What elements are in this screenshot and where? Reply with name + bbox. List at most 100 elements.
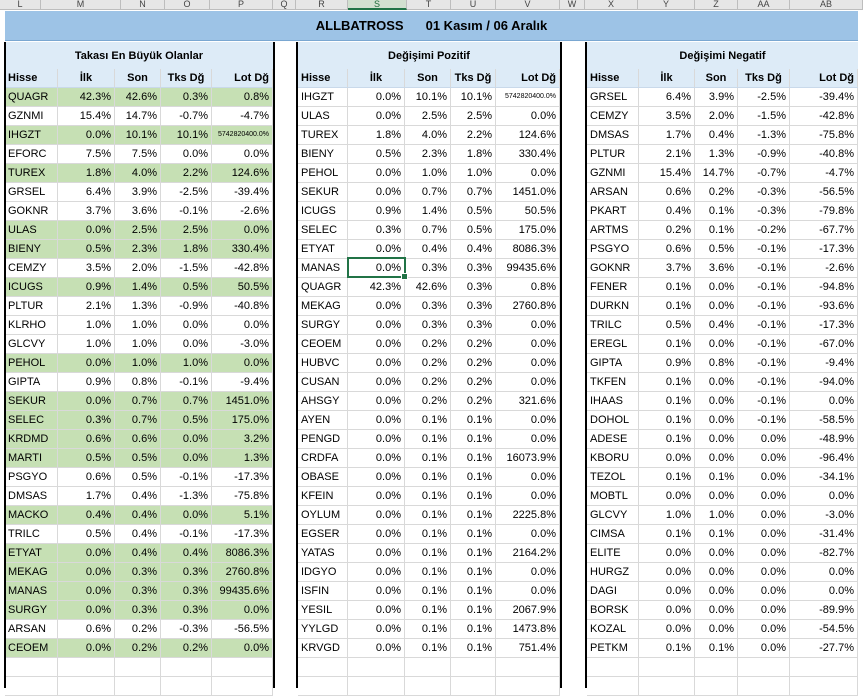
lot-cell[interactable]: -2.6% xyxy=(790,259,858,277)
empty-cell[interactable] xyxy=(298,677,348,695)
ticker-cell[interactable]: YESIL xyxy=(298,601,348,619)
tks-cell[interactable]: 0.4% xyxy=(451,240,496,258)
ticker-cell[interactable]: GOKNR xyxy=(5,202,58,220)
ilk-cell[interactable]: 0.0% xyxy=(58,563,115,581)
ilk-cell[interactable]: 0.0% xyxy=(639,563,695,581)
column-header-v[interactable]: V xyxy=(496,0,560,10)
header-lot[interactable]: Lot Dğ xyxy=(496,69,560,87)
tks-cell[interactable]: 0.7% xyxy=(451,183,496,201)
tks-cell[interactable]: 0.5% xyxy=(161,278,212,296)
lot-cell[interactable]: -93.6% xyxy=(790,297,858,315)
son-cell[interactable]: 0.2% xyxy=(405,373,451,391)
tks-cell[interactable]: 0.3% xyxy=(161,601,212,619)
lot-cell[interactable]: 2225.8% xyxy=(496,506,560,524)
son-cell[interactable]: 0.7% xyxy=(405,183,451,201)
tks-cell[interactable]: -1.3% xyxy=(161,487,212,505)
empty-cell[interactable] xyxy=(5,658,58,676)
ticker-cell[interactable]: EGSER xyxy=(298,525,348,543)
lot-cell[interactable]: -31.4% xyxy=(790,525,858,543)
son-cell[interactable]: 0.2% xyxy=(405,392,451,410)
header-son[interactable]: Son xyxy=(695,69,738,87)
ticker-cell[interactable]: ARSAN xyxy=(5,620,58,638)
lot-cell[interactable]: 751.4% xyxy=(496,639,560,657)
lot-cell[interactable]: 0.0% xyxy=(496,468,560,486)
lot-cell[interactable]: 330.4% xyxy=(212,240,273,258)
tks-cell[interactable]: -0.1% xyxy=(161,468,212,486)
ticker-cell[interactable]: ULAS xyxy=(5,221,58,239)
tks-cell[interactable]: 0.0% xyxy=(738,506,790,524)
ilk-cell[interactable]: 1.8% xyxy=(58,164,115,182)
lot-cell[interactable]: 330.4% xyxy=(496,145,560,163)
tks-cell[interactable]: -0.1% xyxy=(738,278,790,296)
column-header-r[interactable]: R xyxy=(296,0,348,10)
ticker-cell[interactable]: GIPTA xyxy=(5,373,58,391)
ticker-cell[interactable]: SELEC xyxy=(5,411,58,429)
ticker-cell[interactable]: MACKO xyxy=(5,506,58,524)
son-cell[interactable]: 0.3% xyxy=(115,582,161,600)
son-cell[interactable]: 0.0% xyxy=(695,563,738,581)
column-header-s[interactable]: S xyxy=(348,0,407,10)
column-header-m[interactable]: M xyxy=(41,0,121,10)
empty-cell[interactable] xyxy=(115,658,161,676)
empty-cell[interactable] xyxy=(496,658,560,676)
ilk-cell[interactable]: 0.0% xyxy=(348,335,405,353)
lot-cell[interactable]: 1.3% xyxy=(212,449,273,467)
ilk-cell[interactable]: 0.0% xyxy=(348,544,405,562)
ticker-cell[interactable]: KRVGD xyxy=(298,639,348,657)
ticker-cell[interactable]: QUAGR xyxy=(298,278,348,296)
ilk-cell[interactable]: 0.1% xyxy=(639,430,695,448)
empty-cell[interactable] xyxy=(405,677,451,695)
column-header-n[interactable]: N xyxy=(121,0,165,10)
ilk-cell[interactable]: 0.0% xyxy=(348,601,405,619)
empty-cell[interactable] xyxy=(58,677,115,695)
column-header-t[interactable]: T xyxy=(407,0,451,10)
ilk-cell[interactable]: 0.9% xyxy=(639,354,695,372)
tks-cell[interactable]: 0.1% xyxy=(451,411,496,429)
lot-cell[interactable]: -9.4% xyxy=(212,373,273,391)
ticker-cell[interactable]: MANAS xyxy=(5,582,58,600)
son-cell[interactable]: 0.1% xyxy=(405,430,451,448)
son-cell[interactable]: 2.3% xyxy=(405,145,451,163)
son-cell[interactable]: 14.7% xyxy=(695,164,738,182)
empty-cell[interactable] xyxy=(587,658,639,676)
son-cell[interactable]: 0.7% xyxy=(115,411,161,429)
son-cell[interactable]: 42.6% xyxy=(115,88,161,106)
ilk-cell[interactable]: 0.0% xyxy=(58,221,115,239)
ticker-cell[interactable]: ICUGS xyxy=(5,278,58,296)
lot-cell[interactable]: 0.0% xyxy=(496,335,560,353)
tks-cell[interactable]: 1.8% xyxy=(161,240,212,258)
tks-cell[interactable]: 0.3% xyxy=(161,88,212,106)
lot-cell[interactable]: 321.6% xyxy=(496,392,560,410)
lot-cell[interactable]: -39.4% xyxy=(790,88,858,106)
son-cell[interactable]: 14.7% xyxy=(115,107,161,125)
son-cell[interactable]: 0.0% xyxy=(695,278,738,296)
empty-cell[interactable] xyxy=(451,677,496,695)
ticker-cell[interactable]: GZNMI xyxy=(5,107,58,125)
son-cell[interactable]: 0.2% xyxy=(115,639,161,657)
son-cell[interactable]: 0.8% xyxy=(115,373,161,391)
ilk-cell[interactable]: 42.3% xyxy=(348,278,405,296)
lot-cell[interactable]: 124.6% xyxy=(496,126,560,144)
tks-cell[interactable]: 0.0% xyxy=(738,639,790,657)
ticker-cell[interactable]: EREGL xyxy=(587,335,639,353)
son-cell[interactable]: 10.1% xyxy=(115,126,161,144)
son-cell[interactable]: 0.0% xyxy=(695,411,738,429)
ticker-cell[interactable]: SELEC xyxy=(298,221,348,239)
son-cell[interactable]: 0.0% xyxy=(695,392,738,410)
ticker-cell[interactable]: DOHOL xyxy=(587,411,639,429)
son-cell[interactable]: 2.0% xyxy=(695,107,738,125)
ilk-cell[interactable]: 0.0% xyxy=(58,601,115,619)
ticker-cell[interactable]: DMSAS xyxy=(587,126,639,144)
lot-cell[interactable]: 5742820400.0% xyxy=(212,126,273,144)
ilk-cell[interactable]: 42.3% xyxy=(58,88,115,106)
ticker-cell[interactable]: ICUGS xyxy=(298,202,348,220)
tks-cell[interactable]: -0.2% xyxy=(738,221,790,239)
empty-cell[interactable] xyxy=(639,658,695,676)
ilk-cell[interactable]: 0.0% xyxy=(639,487,695,505)
son-cell[interactable]: 0.1% xyxy=(695,525,738,543)
lot-cell[interactable]: -56.5% xyxy=(790,183,858,201)
column-header-l[interactable]: L xyxy=(0,0,41,10)
son-cell[interactable]: 0.1% xyxy=(405,563,451,581)
lot-cell[interactable]: -67.0% xyxy=(790,335,858,353)
ilk-cell[interactable]: 0.0% xyxy=(348,639,405,657)
